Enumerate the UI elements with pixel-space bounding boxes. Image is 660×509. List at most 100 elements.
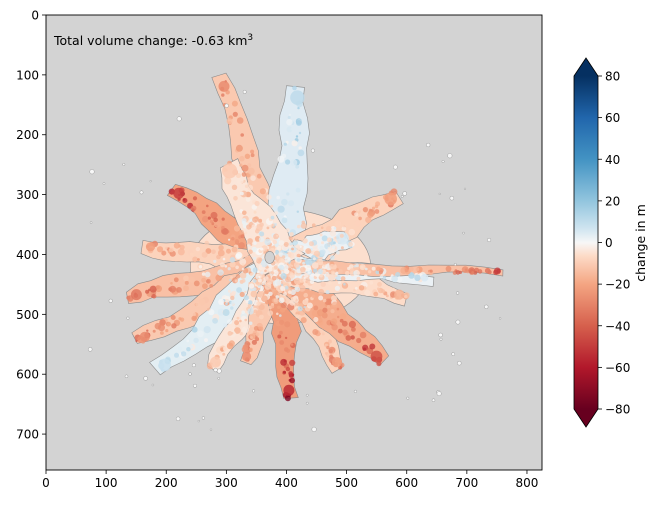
change-cell bbox=[356, 337, 362, 344]
change-cell bbox=[287, 251, 295, 259]
change-cell bbox=[256, 301, 261, 306]
change-cell bbox=[331, 301, 338, 308]
glacier-tip bbox=[158, 358, 171, 372]
change-cell bbox=[259, 314, 264, 320]
change-cell bbox=[272, 239, 278, 245]
change-cell bbox=[471, 271, 475, 275]
outlier-patch bbox=[310, 148, 315, 153]
outlier-patch bbox=[311, 426, 317, 432]
change-cell bbox=[247, 238, 253, 244]
change-cell bbox=[221, 225, 225, 230]
change-cell bbox=[178, 346, 183, 351]
change-cell bbox=[224, 265, 228, 268]
outlier-patch bbox=[436, 391, 442, 396]
change-cell bbox=[345, 271, 350, 276]
change-cell bbox=[215, 274, 223, 282]
change-cell bbox=[259, 188, 266, 195]
outlier-patch bbox=[122, 163, 126, 166]
change-cell bbox=[235, 274, 241, 279]
change-cell bbox=[238, 242, 246, 249]
change-cell bbox=[358, 285, 365, 291]
y-tick-label: 600 bbox=[16, 368, 39, 382]
change-cell bbox=[276, 312, 279, 316]
change-cell bbox=[264, 282, 272, 290]
change-cell bbox=[258, 304, 265, 311]
change-cell bbox=[353, 269, 360, 277]
change-cell bbox=[288, 113, 292, 117]
change-cell bbox=[240, 234, 245, 239]
change-cell bbox=[300, 317, 307, 324]
change-cell bbox=[221, 217, 225, 221]
change-cell bbox=[329, 255, 335, 260]
change-cell bbox=[415, 267, 420, 272]
change-cell bbox=[253, 256, 256, 260]
outlier-patch bbox=[139, 190, 144, 195]
change-cell bbox=[191, 315, 197, 322]
change-cell bbox=[241, 279, 246, 283]
change-cell bbox=[382, 275, 387, 280]
change-cell bbox=[359, 331, 367, 339]
change-cell bbox=[231, 100, 238, 107]
change-cell bbox=[279, 258, 284, 264]
change-cell bbox=[327, 246, 332, 251]
change-cell bbox=[161, 250, 167, 256]
outlier-patch bbox=[449, 195, 454, 201]
glacier-tip bbox=[394, 289, 405, 300]
change-cell bbox=[387, 286, 390, 289]
change-cell bbox=[290, 343, 294, 346]
change-cell bbox=[239, 272, 247, 279]
change-cell bbox=[243, 295, 249, 301]
change-cell bbox=[250, 149, 255, 154]
change-cell bbox=[320, 249, 326, 255]
change-cell bbox=[261, 295, 268, 303]
change-cell bbox=[337, 281, 341, 285]
outlier-patch bbox=[431, 398, 436, 402]
change-cell bbox=[306, 302, 313, 309]
change-cell bbox=[362, 347, 367, 351]
change-cell bbox=[222, 346, 229, 352]
change-cell bbox=[248, 244, 251, 247]
change-cell bbox=[284, 256, 291, 263]
change-cell bbox=[313, 268, 318, 273]
change-cell bbox=[342, 329, 348, 336]
change-cell bbox=[283, 370, 286, 374]
outlier-patch bbox=[393, 164, 398, 170]
change-cell bbox=[176, 287, 182, 293]
change-cell bbox=[362, 207, 368, 213]
change-cell bbox=[193, 280, 200, 287]
change-cell bbox=[326, 305, 331, 309]
change-cell bbox=[258, 264, 263, 268]
change-cell bbox=[320, 281, 326, 287]
change-cell bbox=[277, 305, 281, 309]
change-cell bbox=[226, 118, 233, 125]
colorbar-tick-label: −40 bbox=[605, 319, 630, 333]
y-tick-label: 400 bbox=[16, 248, 39, 262]
change-cell bbox=[331, 271, 335, 275]
change-cell bbox=[270, 304, 275, 309]
change-cell bbox=[313, 305, 319, 311]
change-cell bbox=[247, 184, 254, 191]
change-cell bbox=[201, 210, 206, 215]
change-cell bbox=[286, 119, 293, 126]
change-cell bbox=[231, 290, 236, 296]
change-cell bbox=[371, 266, 376, 271]
change-cell bbox=[348, 320, 356, 328]
change-cell bbox=[197, 330, 204, 338]
change-cell bbox=[289, 359, 296, 366]
x-tick-label: 800 bbox=[516, 476, 539, 490]
y-axis-ticks: 0 100 200 300 400 500 600 700 bbox=[16, 9, 46, 442]
change-cell bbox=[309, 286, 313, 289]
change-cell bbox=[326, 345, 330, 350]
change-cell bbox=[429, 269, 433, 273]
outlier-patch bbox=[305, 393, 309, 397]
y-tick-label: 100 bbox=[16, 68, 39, 82]
change-cell bbox=[354, 220, 361, 227]
change-cell bbox=[294, 286, 301, 292]
glacier-tip bbox=[139, 331, 150, 342]
change-cell bbox=[258, 275, 261, 279]
change-cell bbox=[236, 287, 243, 293]
change-cell bbox=[158, 324, 165, 332]
change-cell bbox=[186, 347, 191, 352]
change-cell bbox=[226, 248, 231, 254]
